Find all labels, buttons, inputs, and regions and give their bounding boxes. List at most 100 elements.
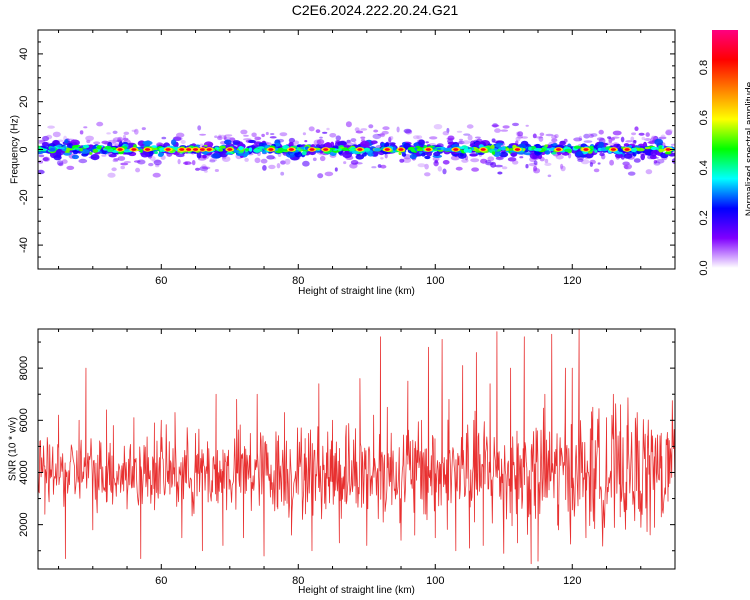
band-core bbox=[650, 150, 657, 157]
band-blob bbox=[197, 125, 202, 131]
band-crest bbox=[505, 147, 510, 151]
band-blob bbox=[261, 133, 265, 138]
band-blob bbox=[47, 125, 55, 129]
band-crest bbox=[490, 144, 495, 149]
y-tick-label: 6000 bbox=[18, 408, 30, 432]
band-blob bbox=[533, 160, 538, 165]
band-crest bbox=[491, 151, 496, 155]
band-crest bbox=[393, 146, 396, 151]
band-blob bbox=[577, 158, 584, 162]
band-crest bbox=[630, 147, 637, 153]
band-blob bbox=[122, 137, 129, 141]
band-blob bbox=[491, 138, 496, 143]
band-blob bbox=[101, 154, 107, 157]
band-blob bbox=[597, 162, 601, 165]
band-crest bbox=[658, 148, 665, 152]
band-blob bbox=[45, 134, 53, 140]
band-blob bbox=[494, 164, 503, 168]
band-blob bbox=[535, 136, 543, 139]
band-blob bbox=[373, 129, 379, 133]
band-core bbox=[53, 154, 62, 161]
band-core bbox=[561, 152, 570, 156]
band-blob bbox=[437, 166, 442, 172]
hotspot bbox=[583, 148, 589, 151]
band-crest bbox=[573, 145, 582, 149]
band-core bbox=[424, 155, 431, 160]
colorbar-tick-label: 0.6 bbox=[698, 110, 710, 125]
band-core bbox=[355, 154, 365, 160]
band-core bbox=[433, 151, 441, 157]
band-blob bbox=[335, 135, 341, 141]
colorbar-tick-label: 0.0 bbox=[698, 260, 710, 275]
band-blob bbox=[302, 132, 306, 136]
band-blob bbox=[645, 169, 653, 175]
band-blob bbox=[184, 161, 188, 165]
band-crest bbox=[348, 148, 356, 151]
band-blob bbox=[371, 166, 377, 169]
hotspot bbox=[610, 148, 617, 151]
band-blob bbox=[134, 128, 139, 135]
band-blob bbox=[350, 138, 357, 143]
x-tick-label: 120 bbox=[563, 275, 581, 287]
band-blob bbox=[244, 157, 249, 162]
band-blob bbox=[217, 135, 223, 141]
band-blob bbox=[177, 158, 181, 165]
band-core bbox=[171, 139, 177, 146]
band-blob bbox=[58, 162, 64, 167]
band-core bbox=[324, 142, 332, 149]
hotspot bbox=[425, 148, 431, 151]
band-blob bbox=[117, 156, 126, 161]
band-crest bbox=[154, 151, 159, 155]
band-blob bbox=[56, 160, 64, 166]
band-blob bbox=[180, 140, 186, 144]
band-crest bbox=[58, 147, 65, 150]
band-blob bbox=[525, 124, 529, 127]
x-tick-label: 100 bbox=[426, 575, 444, 587]
band-core bbox=[211, 153, 222, 159]
band-blob bbox=[470, 158, 480, 163]
band-blob bbox=[214, 135, 218, 138]
band-blob bbox=[243, 134, 249, 137]
band-blob bbox=[219, 134, 226, 137]
band-crest bbox=[544, 150, 551, 155]
band-core bbox=[196, 151, 202, 159]
bottom-y-axis-label: SNR (10 * v/v) bbox=[8, 417, 19, 481]
band-core bbox=[421, 152, 426, 157]
band-blob bbox=[123, 131, 130, 135]
bottom-plot-frame bbox=[37, 328, 676, 570]
band-blob bbox=[589, 162, 594, 167]
band-crest bbox=[436, 147, 442, 151]
band-blob bbox=[42, 135, 50, 142]
band-blob bbox=[463, 133, 471, 136]
band-blob bbox=[424, 163, 429, 170]
hotspot bbox=[199, 148, 205, 151]
hotspot bbox=[145, 148, 151, 151]
band-blob bbox=[117, 136, 124, 143]
band-crest bbox=[658, 145, 663, 149]
band-blob bbox=[641, 136, 646, 141]
band-core bbox=[459, 152, 464, 157]
band-blob bbox=[609, 159, 614, 166]
band-blob bbox=[176, 132, 185, 138]
band-blob bbox=[346, 142, 354, 146]
band-blob bbox=[315, 129, 321, 134]
hotspot bbox=[192, 148, 199, 151]
band-blob bbox=[480, 158, 488, 164]
band-blob bbox=[269, 136, 277, 139]
hotspot bbox=[206, 148, 212, 151]
band-crest bbox=[528, 146, 532, 151]
y-tick-label: 0 bbox=[18, 146, 30, 152]
band-blob bbox=[384, 153, 388, 159]
band-crest bbox=[89, 152, 93, 155]
band-crest bbox=[56, 144, 62, 148]
band-crest bbox=[341, 148, 349, 151]
band-crest bbox=[83, 144, 90, 149]
band-blob bbox=[52, 131, 61, 138]
band-core bbox=[202, 154, 207, 159]
band-crest bbox=[468, 148, 472, 154]
band-crest bbox=[416, 148, 423, 151]
band-blob bbox=[302, 160, 310, 167]
snr-panel: 60 80 100 120 2000 4000 6000 8000 Height of stra… bbox=[8, 328, 676, 596]
hotspot bbox=[480, 148, 486, 151]
band-core bbox=[232, 140, 241, 145]
